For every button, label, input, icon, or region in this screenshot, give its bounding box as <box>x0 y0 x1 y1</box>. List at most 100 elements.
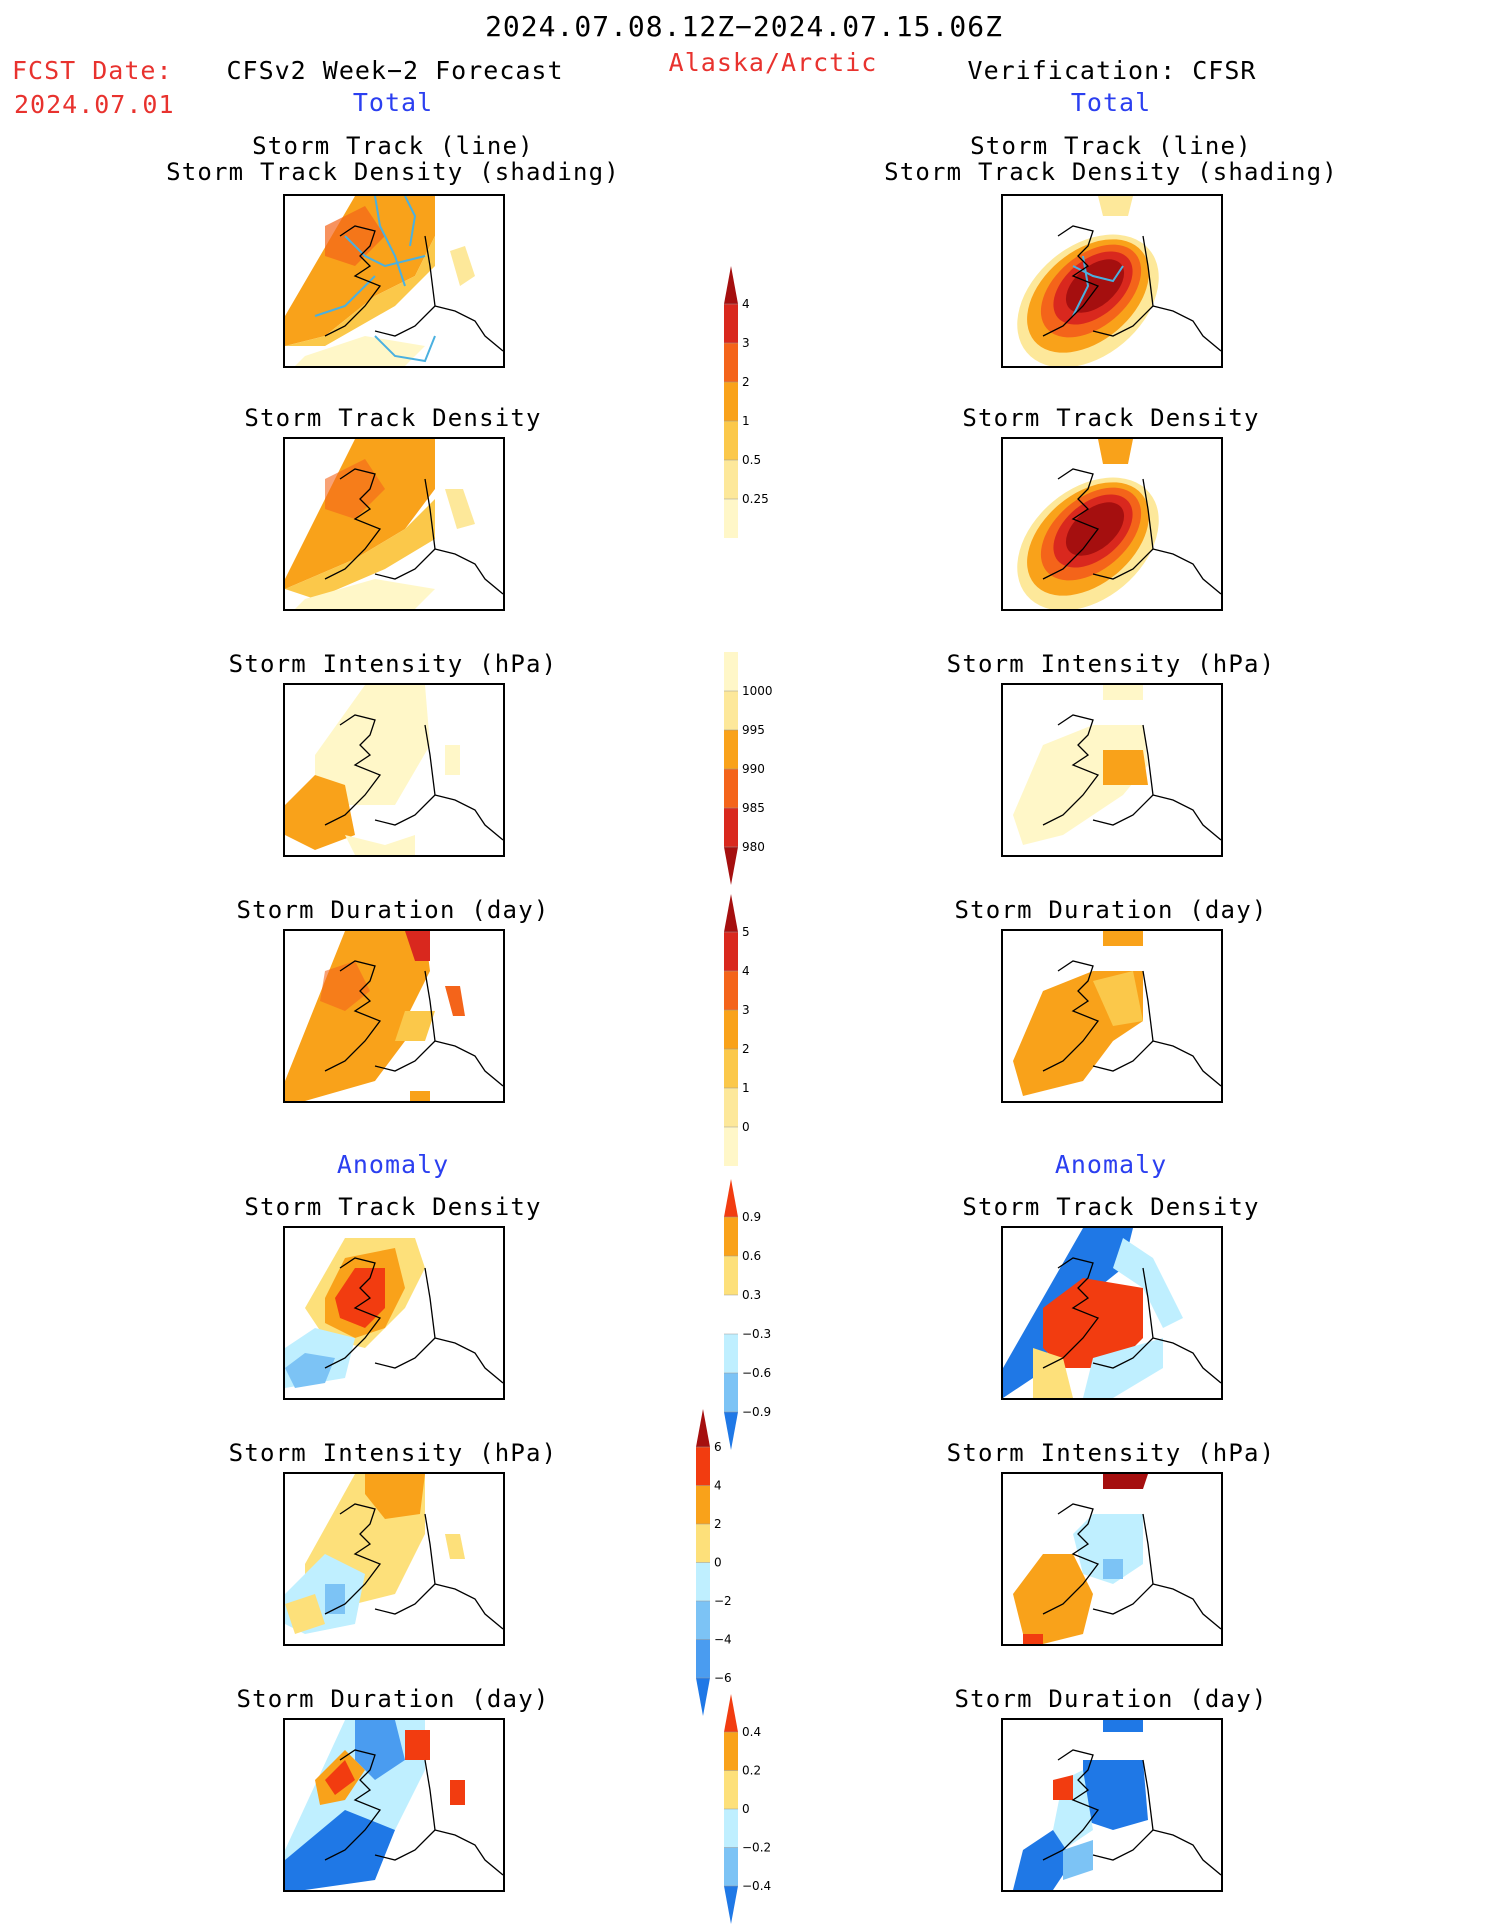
right-panel-1-title: Storm Track (line) Storm Track Density (… <box>884 133 1338 185</box>
intensity-anomaly-swatch <box>696 1409 710 1447</box>
left-map-storm-track <box>283 194 505 368</box>
left-panel-4-title: Storm Duration (day) <box>236 896 550 924</box>
colorbar-intensity-anomaly: 6 4 2 0 −2 −4 −6 <box>696 1409 732 1716</box>
left-panel-1-title: Storm Track (line) Storm Track Density (… <box>166 133 620 185</box>
density-anomaly-tick-label: −0.3 <box>742 1327 771 1341</box>
right-panel-5-title: Storm Track Density <box>962 1193 1260 1221</box>
density-tick-label: 1 <box>742 414 750 428</box>
right-map-density-anomaly <box>1001 1226 1223 1400</box>
duration-tick-label: 1 <box>742 1081 750 1095</box>
right-map-intensity-anomaly <box>1001 1472 1223 1646</box>
left-map-duration <box>283 929 505 1106</box>
forecast-title: CFSv2 Week−2 Forecast <box>226 56 564 85</box>
intensity-swatch <box>724 769 738 808</box>
duration-anomaly-tick-label: 0 <box>742 1802 750 1816</box>
right-map-track-density <box>1001 437 1223 611</box>
density-anomaly-tick-label: −0.9 <box>742 1405 771 1419</box>
right-panel-2-title: Storm Track Density <box>962 404 1260 432</box>
intensity-anomaly-tick-label: 4 <box>714 1479 722 1493</box>
intensity-anomaly-tick-label: 2 <box>714 1517 722 1531</box>
right-panel-6-title: Storm Intensity (hPa) <box>946 1439 1276 1467</box>
duration-tick-label: 2 <box>742 1042 750 1056</box>
duration-anomaly-swatch <box>724 1809 738 1848</box>
right-map-duration <box>1001 929 1223 1103</box>
left-panel-5-title: Storm Track Density <box>244 1193 542 1221</box>
intensity-swatch <box>724 808 738 847</box>
intensity-tick-label: 985 <box>742 801 765 815</box>
left-panel-7-title: Storm Duration (day) <box>236 1685 550 1713</box>
colorbar-intensity: 1000 995 990 985 980 <box>724 652 773 885</box>
right-map-storm-track <box>1001 194 1223 368</box>
density-anomaly-swatch <box>724 1217 738 1256</box>
total-left-label: Total <box>352 88 434 117</box>
density-anomaly-tick-label: 0.9 <box>742 1210 761 1224</box>
colorbar-duration-anomaly: 0.4 0.2 0 −0.2 −0.4 <box>724 1694 771 1924</box>
intensity-anomaly-swatch <box>696 1601 710 1640</box>
left-map-intensity <box>283 683 505 857</box>
fcst-date-value: 2024.07.01 <box>14 90 175 119</box>
duration-tick-label: 4 <box>742 964 750 978</box>
duration-tick-label: 5 <box>742 925 750 939</box>
duration-anomaly-swatch <box>724 1886 738 1924</box>
left-map-duration-anomaly <box>283 1718 505 1892</box>
duration-anomaly-tick-label: 0.2 <box>742 1764 761 1778</box>
intensity-swatch <box>724 847 738 885</box>
duration-swatch <box>724 971 738 1010</box>
right-panel-4-title: Storm Duration (day) <box>954 896 1268 924</box>
fcst-date-label: FCST Date: <box>12 56 173 85</box>
density-tick-label: 2 <box>742 375 750 389</box>
verification-title: Verification: CFSR <box>967 56 1257 85</box>
density-anomaly-swatch <box>724 1334 738 1373</box>
density-anomaly-tick-label: 0.3 <box>742 1288 761 1302</box>
left-panel-3-title: Storm Intensity (hPa) <box>228 650 558 678</box>
intensity-anomaly-swatch <box>696 1485 710 1524</box>
duration-anomaly-swatch <box>724 1694 738 1732</box>
right-panel-1-title-line2: Storm Track Density (shading) <box>884 158 1338 186</box>
left-map-intensity-anomaly <box>283 1472 505 1646</box>
intensity-anomaly-swatch <box>696 1524 710 1563</box>
intensity-tick-label: 1000 <box>742 684 773 698</box>
region-title: Alaska/Arctic <box>668 48 878 77</box>
right-panel-7-title: Storm Duration (day) <box>954 1685 1268 1713</box>
density-anomaly-swatch <box>724 1412 738 1450</box>
duration-tick-label: 0 <box>742 1120 750 1134</box>
intensity-swatch <box>724 652 738 691</box>
date-range-title: 2024.07.08.12Z−2024.07.15.06Z <box>485 10 1003 43</box>
density-anomaly-swatch <box>724 1256 738 1295</box>
density-anomaly-tick-label: −0.6 <box>742 1366 771 1380</box>
duration-anomaly-tick-label: −0.4 <box>742 1879 771 1893</box>
right-panel-3-title: Storm Intensity (hPa) <box>946 650 1276 678</box>
intensity-anomaly-swatch <box>696 1678 710 1716</box>
left-panel-2-title: Storm Track Density <box>244 404 542 432</box>
density-anomaly-tick-label: 0.6 <box>742 1249 761 1263</box>
intensity-anomaly-tick-label: −2 <box>714 1594 732 1608</box>
duration-tick-label: 3 <box>742 1003 750 1017</box>
duration-anomaly-tick-label: 0.4 <box>742 1725 761 1739</box>
intensity-anomaly-tick-label: 6 <box>714 1440 722 1454</box>
total-right-label: Total <box>1070 88 1152 117</box>
density-swatch <box>724 460 738 499</box>
density-tick-label: 0.25 <box>742 492 769 506</box>
density-tick-label: 4 <box>742 297 750 311</box>
right-panel-1-title-line1: Storm Track (line) <box>970 132 1252 160</box>
left-panel-6-title: Storm Intensity (hPa) <box>228 1439 558 1467</box>
duration-anomaly-tick-label: −0.2 <box>742 1841 771 1855</box>
duration-swatch <box>724 1127 738 1166</box>
duration-anomaly-swatch <box>724 1847 738 1886</box>
duration-swatch <box>724 1088 738 1127</box>
density-tick-label: 0.5 <box>742 453 761 467</box>
intensity-swatch <box>724 730 738 769</box>
right-map-intensity <box>1001 683 1223 857</box>
density-swatch <box>724 266 738 304</box>
intensity-anomaly-tick-label: −4 <box>714 1633 732 1647</box>
intensity-anomaly-tick-label: 0 <box>714 1556 722 1570</box>
intensity-anomaly-swatch <box>696 1447 710 1486</box>
duration-anomaly-swatch <box>724 1770 738 1809</box>
intensity-tick-label: 995 <box>742 723 765 737</box>
intensity-tick-label: 980 <box>742 840 765 854</box>
density-swatch <box>724 304 738 343</box>
density-swatch <box>724 499 738 538</box>
density-anomaly-swatch <box>724 1373 738 1412</box>
left-panel-1-title-line2: Storm Track Density (shading) <box>166 158 620 186</box>
anomaly-right-label: Anomaly <box>1054 1150 1168 1179</box>
